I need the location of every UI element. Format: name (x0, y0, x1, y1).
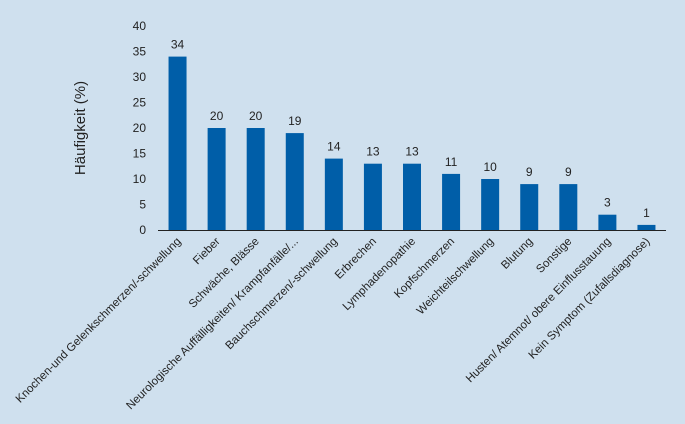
data-label: 19 (288, 114, 302, 128)
bar (559, 184, 578, 230)
category-label: Blutung (499, 236, 535, 272)
category-label: Husten/ Atemnot/ obere Einflusstauung (464, 236, 614, 386)
bar (481, 179, 500, 230)
data-label: 10 (483, 160, 497, 174)
bars (168, 56, 656, 230)
data-labels: 34 20 20 19 14 13 13 11 10 9 9 3 1 (171, 38, 650, 220)
y-tick-label: 15 (133, 147, 147, 161)
data-label: 3 (604, 196, 611, 210)
bar (207, 128, 226, 230)
data-label: 13 (405, 145, 419, 159)
y-tick-label: 40 (133, 19, 147, 33)
data-label: 34 (171, 38, 185, 52)
bar (285, 133, 304, 230)
category-label: Sonstige (534, 236, 574, 276)
data-label: 14 (327, 140, 341, 154)
bar (520, 184, 539, 230)
y-tick-label: 35 (133, 45, 147, 59)
y-tick-label: 20 (133, 121, 147, 135)
data-label: 1 (643, 206, 650, 220)
bar (363, 163, 382, 230)
y-axis-ticks: 0 5 10 15 20 25 30 35 40 (133, 19, 147, 237)
data-label: 13 (366, 145, 380, 159)
category-labels: Knochen-und Gelenkschmerzen/-schwellung F… (14, 236, 653, 413)
bar (442, 173, 461, 230)
bar (637, 224, 656, 230)
y-tick-label: 5 (139, 198, 146, 212)
data-label: 11 (445, 155, 458, 169)
bar (246, 128, 265, 230)
category-label: Schwäche, Blässe (187, 236, 262, 311)
category-label: Weichteilschwellung (415, 236, 497, 318)
bar (598, 214, 617, 230)
category-label: Fieber (191, 236, 223, 268)
y-tick-label: 30 (133, 70, 147, 84)
bar (168, 56, 187, 230)
y-axis-title: Häufigkeit (%) (72, 81, 89, 175)
data-label: 9 (526, 165, 533, 179)
y-tick-label: 0 (139, 223, 146, 237)
category-label: Lymphadenopathie (341, 236, 418, 313)
bar (324, 158, 343, 230)
data-label: 20 (249, 109, 263, 123)
bar (403, 163, 421, 230)
data-label: 9 (565, 165, 572, 179)
y-tick-label: 10 (133, 172, 147, 186)
y-tick-label: 25 (133, 96, 147, 110)
data-label: 20 (210, 109, 224, 123)
